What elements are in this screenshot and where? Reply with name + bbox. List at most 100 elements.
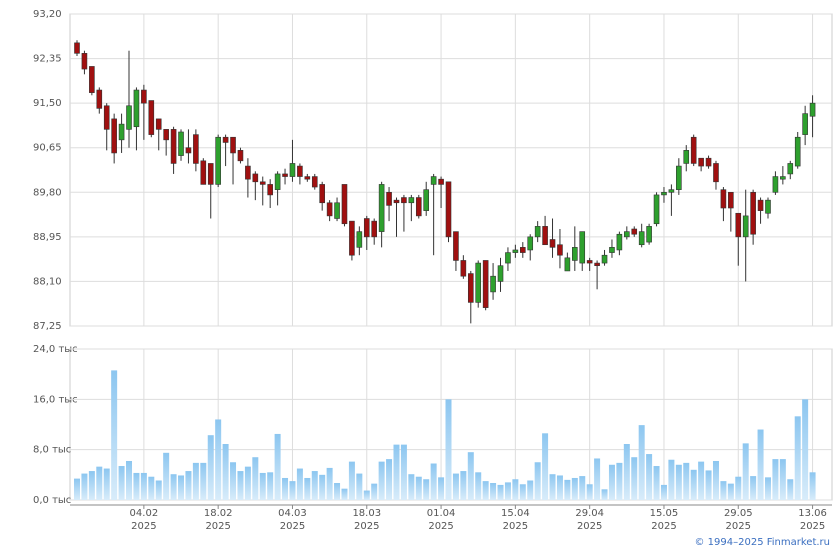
volume-bar <box>393 444 400 500</box>
volume-bar <box>653 466 660 500</box>
candle-body <box>193 134 199 164</box>
volume-bar <box>274 433 281 500</box>
candle-body <box>713 163 719 183</box>
volume-bar <box>74 478 80 500</box>
candle-body <box>772 176 779 193</box>
candle-body <box>601 254 608 264</box>
volume-bar <box>571 477 578 500</box>
volume-bar <box>207 435 214 500</box>
candle-body <box>363 218 370 238</box>
candle-body <box>519 247 526 253</box>
x-tick-label: 18.02 <box>204 508 233 519</box>
candle-body <box>141 89 147 104</box>
volume-bar <box>334 483 341 500</box>
candle-body <box>230 136 236 154</box>
candle-body <box>356 231 363 248</box>
x-tick-label: 2025 <box>280 521 305 532</box>
candle-body <box>728 191 734 209</box>
volume-bar <box>735 476 742 500</box>
volume-bar <box>742 443 749 500</box>
volume-bar <box>445 399 452 500</box>
y-tick-label: 87,25 <box>33 321 62 332</box>
x-tick-label: 13.06 <box>798 508 827 519</box>
candle-body <box>297 165 303 177</box>
candle-body <box>475 262 482 303</box>
candle-body <box>445 181 452 238</box>
candle-body <box>586 260 593 264</box>
candle-body <box>631 228 638 235</box>
candle-body <box>720 189 727 209</box>
volume-bar <box>111 370 118 500</box>
candle-body <box>653 194 660 225</box>
candle-body <box>594 262 600 266</box>
volume-bar <box>430 463 437 500</box>
copyright: © 1994–2025 Finmarket.ru <box>694 537 830 548</box>
volume-bar <box>230 462 237 500</box>
candle-body <box>705 157 712 167</box>
volume-bar <box>727 483 734 500</box>
x-tick-label: 01.04 <box>427 508 456 519</box>
volume-bar <box>296 468 303 500</box>
volume-bar <box>467 452 474 500</box>
volume-bar <box>750 476 757 500</box>
volume-bar <box>237 471 244 500</box>
volume-bar <box>705 470 712 500</box>
candle-body <box>794 136 801 167</box>
volume-bar <box>601 489 608 500</box>
volume-bar <box>794 416 801 500</box>
volume-bar <box>579 476 586 500</box>
candle-body <box>802 113 808 135</box>
candle-body <box>319 184 325 204</box>
y2-tick-label: 8,0 тыс <box>33 445 71 456</box>
volume-bar <box>809 472 816 500</box>
candle-body <box>542 226 548 246</box>
volume-bar <box>698 461 705 500</box>
volume-bar <box>690 469 697 500</box>
volume-bar <box>623 444 630 500</box>
candle-body <box>386 191 392 206</box>
volume-bar <box>356 473 363 500</box>
candle-body <box>549 239 556 248</box>
candle-body <box>512 249 519 253</box>
candle-body <box>378 184 385 232</box>
y2-tick-label: 24,0 тыс <box>33 344 78 355</box>
candle-body <box>453 231 459 261</box>
candle-body <box>349 220 355 256</box>
volume-bar <box>81 473 88 500</box>
candle-body <box>371 220 378 238</box>
volume-bar <box>282 477 289 500</box>
candle-body <box>289 163 296 177</box>
volume-bar <box>200 462 207 500</box>
volume-bar <box>772 459 779 500</box>
x-tick-label: 2025 <box>354 521 379 532</box>
candle-body <box>96 89 103 109</box>
volume-bar <box>348 461 355 500</box>
volume-bar <box>712 460 719 500</box>
candle-body <box>638 231 645 246</box>
volume-bar <box>638 425 645 500</box>
volume-bar <box>326 467 333 500</box>
candle-body <box>757 199 764 211</box>
candle-body <box>505 252 511 264</box>
volume-bar <box>586 484 593 500</box>
volume-bar <box>490 483 497 500</box>
candle-body <box>393 199 400 204</box>
candle-body <box>415 197 422 217</box>
volume-bar <box>192 462 199 500</box>
x-tick-label: 29.04 <box>575 508 604 519</box>
candle-body <box>103 105 110 130</box>
candle-body <box>304 176 311 180</box>
candle-body <box>311 176 318 188</box>
x-tick-label: 2025 <box>726 521 751 532</box>
volume-bar <box>594 458 601 500</box>
candle-body <box>215 136 221 185</box>
candle-body <box>267 184 273 196</box>
candle-body <box>185 147 192 154</box>
candle-body <box>534 226 541 238</box>
volume-bar <box>311 471 318 500</box>
candle-body <box>460 260 467 277</box>
volume-bar <box>668 459 675 500</box>
volume-bar <box>482 481 489 500</box>
y-tick-label: 90,65 <box>33 143 62 154</box>
candle-body <box>482 260 489 308</box>
